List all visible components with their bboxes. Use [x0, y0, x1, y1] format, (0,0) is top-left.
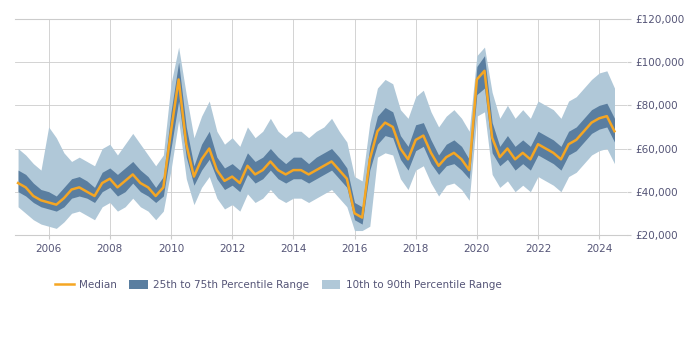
- Median: [358, 216, 366, 220]
- Median: [457, 157, 466, 161]
- Median: [480, 69, 489, 73]
- Legend: Median, 25th to 75th Percentile Range, 10th to 90th Percentile Range: Median, 25th to 75th Percentile Range, 1…: [50, 276, 505, 294]
- Median: [610, 129, 619, 133]
- Line: Median: Median: [18, 71, 615, 218]
- Median: [159, 185, 167, 189]
- Median: [251, 172, 259, 176]
- Median: [14, 181, 22, 185]
- Median: [174, 77, 183, 82]
- Median: [365, 157, 374, 161]
- Median: [258, 168, 267, 172]
